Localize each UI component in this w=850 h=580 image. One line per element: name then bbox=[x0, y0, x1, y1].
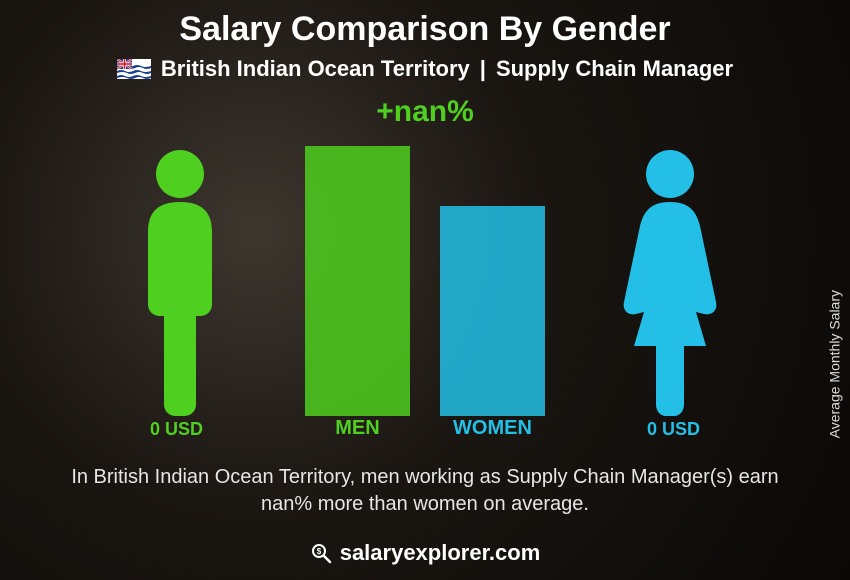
bar-male bbox=[305, 146, 410, 416]
value-male: 0 USD bbox=[150, 419, 203, 440]
subtitle-role: Supply Chain Manager bbox=[496, 56, 733, 82]
subtitle-row: British Indian Ocean Territory | Supply … bbox=[0, 56, 850, 82]
magnifier-icon: $ bbox=[310, 542, 332, 564]
chart-area: MEN WOMEN 0 USD 0 USD bbox=[120, 120, 730, 440]
male-figure-icon bbox=[120, 146, 240, 416]
svg-text:$: $ bbox=[316, 547, 321, 556]
y-axis-label: Average Monthly Salary bbox=[826, 290, 842, 438]
subtitle-separator: | bbox=[480, 56, 486, 82]
footer-site: salaryexplorer.com bbox=[340, 540, 541, 566]
summary-text: In British Indian Ocean Territory, men w… bbox=[70, 464, 780, 518]
page-title: Salary Comparison By Gender bbox=[0, 10, 850, 49]
subtitle-region: British Indian Ocean Territory bbox=[161, 56, 470, 82]
footer: $ salaryexplorer.com bbox=[0, 540, 850, 566]
infographic-canvas: Salary Comparison By Gender British Indi… bbox=[0, 0, 850, 580]
bar-label-men: MEN bbox=[305, 417, 410, 440]
bar-female bbox=[440, 206, 545, 416]
flag-icon bbox=[117, 59, 151, 79]
bar-label-women: WOMEN bbox=[440, 417, 545, 440]
female-figure-icon bbox=[610, 146, 730, 416]
value-female: 0 USD bbox=[647, 419, 700, 440]
